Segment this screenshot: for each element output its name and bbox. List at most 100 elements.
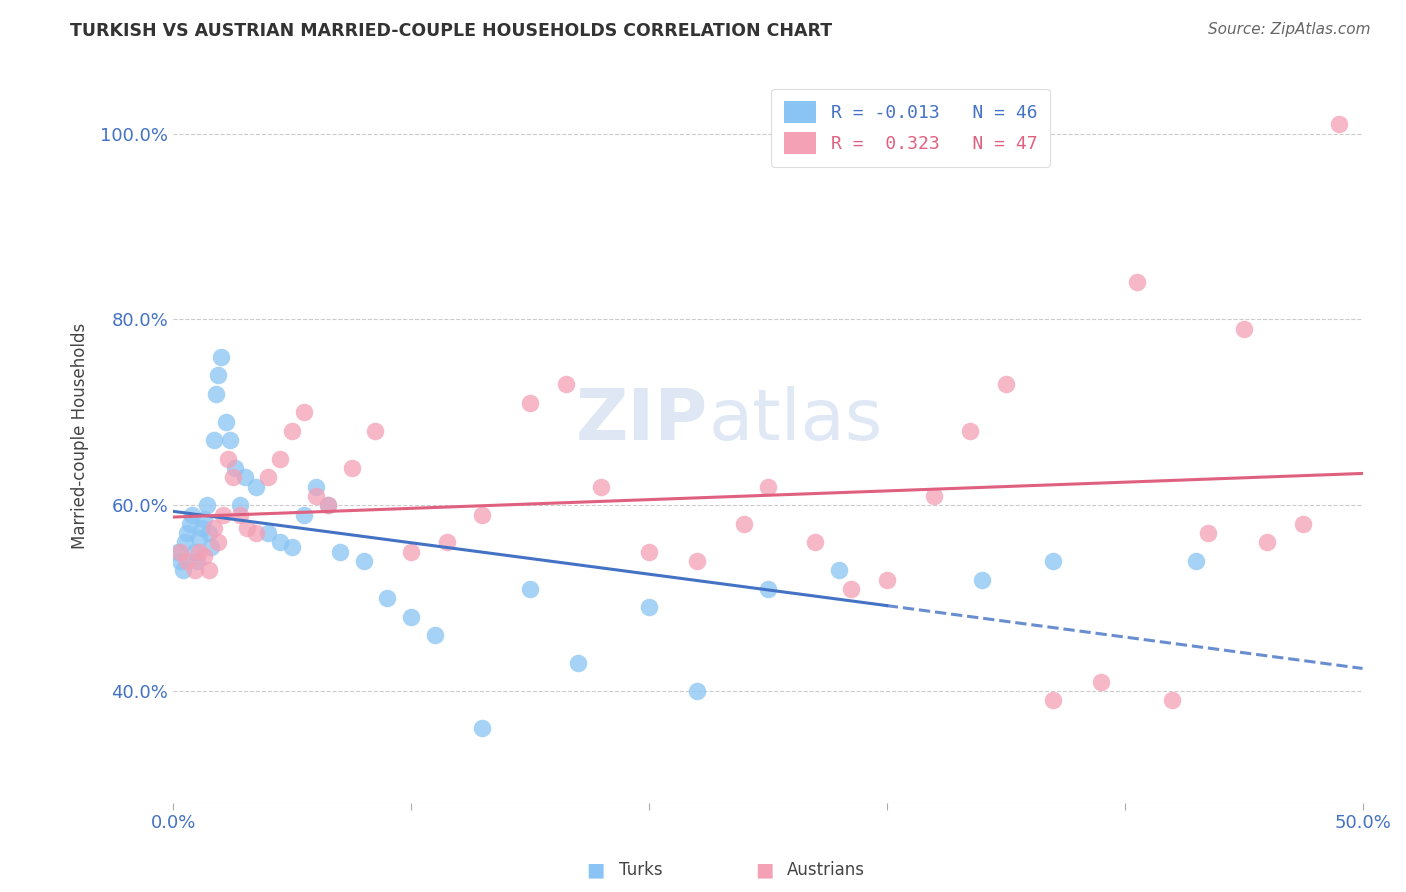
Point <box>212 508 235 522</box>
Point <box>1161 693 1184 707</box>
Point <box>174 535 197 549</box>
Point <box>188 545 211 559</box>
Point <box>292 405 315 419</box>
Point <box>305 480 328 494</box>
Point <box>994 377 1017 392</box>
Point <box>186 554 208 568</box>
Text: atlas: atlas <box>709 386 883 456</box>
Point <box>329 545 352 559</box>
Point <box>193 512 215 526</box>
Text: Turks: Turks <box>619 861 662 879</box>
Point <box>233 470 256 484</box>
Legend: R = -0.013   N = 46, R =  0.323   N = 47: R = -0.013 N = 46, R = 0.323 N = 47 <box>770 88 1050 167</box>
Point <box>436 535 458 549</box>
Point <box>281 540 304 554</box>
Point <box>353 554 375 568</box>
Point <box>375 591 398 606</box>
Point <box>209 350 232 364</box>
Text: Source: ZipAtlas.com: Source: ZipAtlas.com <box>1208 22 1371 37</box>
Point <box>1256 535 1278 549</box>
Point <box>828 563 851 577</box>
Point <box>1327 117 1350 131</box>
Point <box>229 498 252 512</box>
Point <box>257 526 280 541</box>
Point <box>245 480 267 494</box>
Point <box>638 600 661 615</box>
Point <box>169 554 191 568</box>
Point <box>229 508 252 522</box>
Point <box>1185 554 1208 568</box>
Point <box>959 424 981 438</box>
Point <box>316 498 339 512</box>
Point <box>1292 516 1315 531</box>
Point <box>205 386 228 401</box>
Point <box>190 521 212 535</box>
Y-axis label: Married-couple Households: Married-couple Households <box>72 322 89 549</box>
Point <box>181 508 204 522</box>
Text: TURKISH VS AUSTRIAN MARRIED-COUPLE HOUSEHOLDS CORRELATION CHART: TURKISH VS AUSTRIAN MARRIED-COUPLE HOUSE… <box>70 22 832 40</box>
Point <box>257 470 280 484</box>
Point <box>169 545 191 559</box>
Point <box>221 470 243 484</box>
Point <box>224 461 246 475</box>
Point <box>269 535 291 549</box>
Text: Austrians: Austrians <box>787 861 865 879</box>
Point <box>364 424 387 438</box>
Point <box>340 461 363 475</box>
Point <box>567 657 589 671</box>
Point <box>471 721 494 735</box>
Point <box>519 396 541 410</box>
Point <box>281 424 304 438</box>
Point <box>924 489 946 503</box>
Point <box>167 545 190 559</box>
Point <box>176 526 198 541</box>
Text: ■: ■ <box>586 860 605 880</box>
Point <box>471 508 494 522</box>
Text: ■: ■ <box>755 860 773 880</box>
Point <box>1042 693 1064 707</box>
Point <box>217 451 239 466</box>
Point <box>839 582 862 596</box>
Point <box>195 498 218 512</box>
Point <box>423 628 446 642</box>
Point <box>399 545 422 559</box>
Point <box>200 540 222 554</box>
Point <box>970 573 993 587</box>
Point <box>685 554 707 568</box>
Point <box>1197 526 1219 541</box>
Point <box>638 545 661 559</box>
Point <box>214 415 236 429</box>
Point <box>316 498 339 512</box>
Point <box>554 377 576 392</box>
Point <box>876 573 898 587</box>
Point <box>245 526 267 541</box>
Point <box>1042 554 1064 568</box>
Point <box>176 554 198 568</box>
Text: ZIP: ZIP <box>576 386 709 456</box>
Point <box>685 684 707 698</box>
Point <box>183 563 205 577</box>
Point <box>219 434 242 448</box>
Point <box>1125 275 1147 289</box>
Point <box>1233 321 1256 335</box>
Point <box>202 521 225 535</box>
Point <box>202 434 225 448</box>
Point <box>207 368 229 383</box>
Point <box>236 521 259 535</box>
Point <box>183 545 205 559</box>
Point <box>756 480 779 494</box>
Point <box>179 516 201 531</box>
Point <box>193 549 215 564</box>
Point <box>198 526 221 541</box>
Point <box>188 531 211 545</box>
Point <box>399 609 422 624</box>
Point <box>804 535 827 549</box>
Point <box>519 582 541 596</box>
Point <box>305 489 328 503</box>
Point <box>591 480 613 494</box>
Point <box>733 516 755 531</box>
Point <box>292 508 315 522</box>
Point <box>756 582 779 596</box>
Point <box>172 563 194 577</box>
Point <box>198 563 221 577</box>
